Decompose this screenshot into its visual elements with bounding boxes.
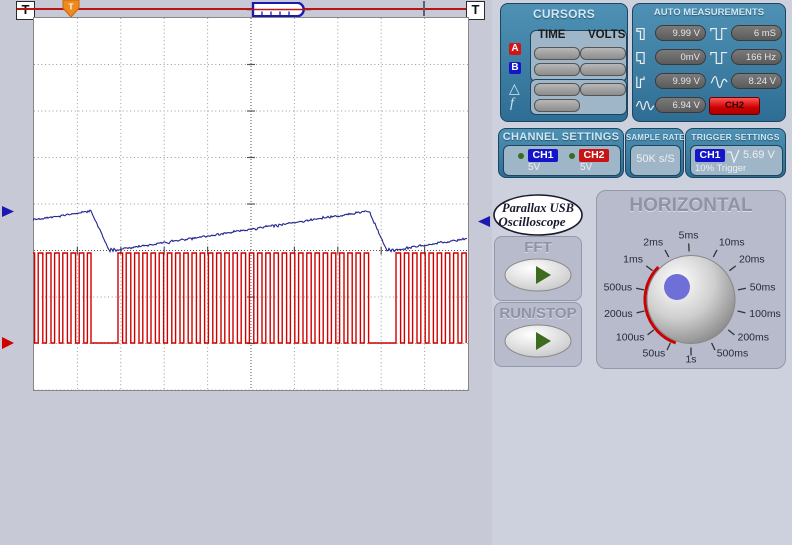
svg-text:2ms: 2ms [643, 236, 663, 248]
svg-text:200us: 200us [604, 308, 633, 320]
svg-text:T: T [69, 3, 74, 12]
svg-text:50us: 50us [643, 348, 666, 360]
svg-text:500us: 500us [604, 282, 633, 294]
svg-text:1s: 1s [685, 354, 696, 366]
svg-text:10ms: 10ms [719, 236, 745, 248]
svg-text:200ms: 200ms [738, 331, 770, 343]
svg-text:Oscilloscope: Oscilloscope [498, 214, 565, 229]
svg-text:50ms: 50ms [750, 282, 776, 294]
svg-text:500ms: 500ms [717, 348, 749, 360]
svg-text:100ms: 100ms [749, 308, 781, 320]
svg-text:5ms: 5ms [679, 230, 699, 242]
svg-text:Parallax USB: Parallax USB [502, 201, 574, 215]
svg-text:20ms: 20ms [739, 254, 765, 266]
svg-text:100us: 100us [616, 331, 645, 343]
svg-text:1ms: 1ms [623, 254, 643, 266]
